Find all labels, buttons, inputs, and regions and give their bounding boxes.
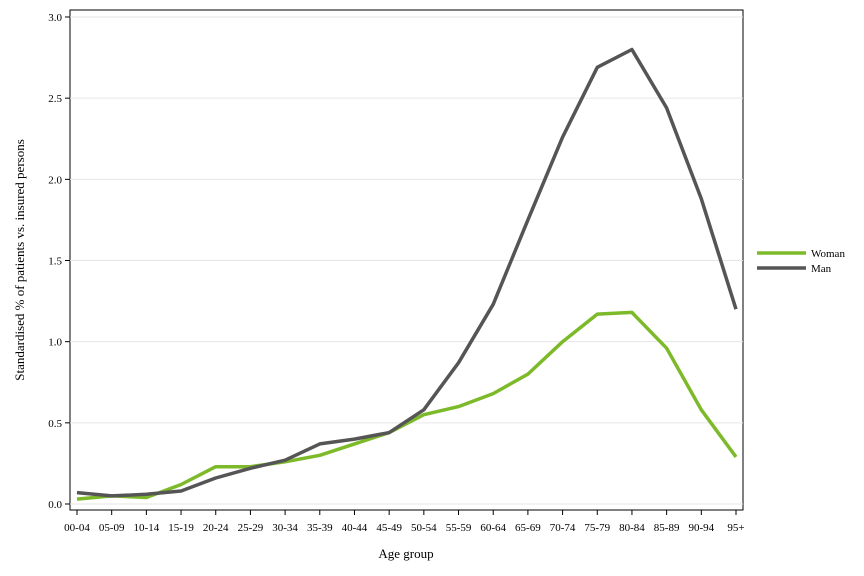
x-tick-label: 95+ bbox=[727, 522, 744, 534]
legend-label-man: Man bbox=[811, 263, 832, 275]
x-tick-label: 80-84 bbox=[619, 522, 645, 534]
x-tick-label: 55-59 bbox=[446, 522, 472, 534]
x-axis-ticks: 00-04 05-09 10-14 15-19 20-24 25-29 30-34 35-39… bbox=[64, 510, 745, 534]
x-tick-label: 70-74 bbox=[550, 522, 576, 534]
x-tick-label: 35-39 bbox=[307, 522, 333, 534]
x-tick-label: 10-14 bbox=[134, 522, 160, 534]
y-tick-label: 1.5 bbox=[48, 256, 62, 268]
x-tick-label: 20-24 bbox=[203, 522, 229, 534]
legend-label-woman: Woman bbox=[811, 248, 845, 260]
y-tick-label: 1.0 bbox=[48, 337, 62, 349]
series-line-man bbox=[76, 47, 738, 498]
x-tick-label: 60-64 bbox=[480, 522, 506, 534]
x-tick-label: 45-49 bbox=[376, 522, 402, 534]
x-tick-label: 25-29 bbox=[238, 522, 264, 534]
y-tick-label: 2.0 bbox=[48, 174, 62, 186]
y-tick-label: 2.5 bbox=[48, 93, 62, 105]
x-tick-label: 50-54 bbox=[411, 522, 437, 534]
x-tick-label: 85-89 bbox=[654, 522, 680, 534]
x-tick-label: 15-19 bbox=[168, 522, 194, 534]
y-tick-label: 0.0 bbox=[48, 499, 62, 511]
y-tick-label: 0.5 bbox=[48, 418, 62, 430]
x-tick-label: 90-94 bbox=[688, 522, 714, 534]
y-tick-label: 3.0 bbox=[48, 12, 62, 24]
x-tick-label: 40-44 bbox=[342, 522, 368, 534]
x-tick-label: 30-34 bbox=[272, 522, 298, 534]
x-tick-label: 05-09 bbox=[99, 522, 125, 534]
series-lines bbox=[76, 47, 738, 501]
x-tick-label: 75-79 bbox=[584, 522, 610, 534]
y-axis-ticks: 0.0 0.5 1.0 1.5 2.0 2.5 3.0 bbox=[48, 12, 70, 511]
x-axis-title: Age group bbox=[378, 546, 433, 561]
legend: Woman Man bbox=[757, 248, 845, 275]
grid-lines bbox=[70, 16, 743, 505]
series-line-woman bbox=[76, 310, 738, 501]
x-tick-label: 00-04 bbox=[64, 522, 90, 534]
x-tick-label: 65-69 bbox=[515, 522, 541, 534]
y-axis-title: Standardised % of patients vs. insured p… bbox=[12, 139, 27, 381]
